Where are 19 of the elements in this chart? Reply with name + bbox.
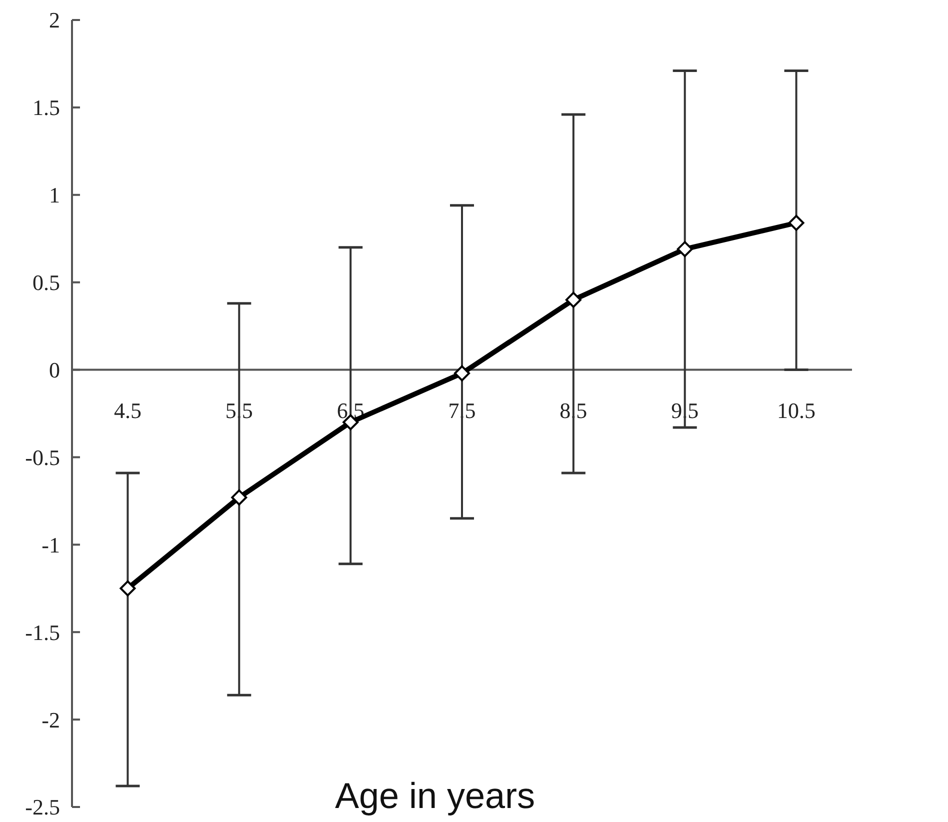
point bbox=[788, 214, 804, 231]
point bbox=[454, 365, 470, 382]
point bbox=[565, 292, 582, 308]
x-tick-label: 10.5 bbox=[777, 398, 816, 423]
y-tick-label: -2.5 bbox=[25, 794, 60, 820]
point bbox=[231, 489, 248, 506]
y-tick-label: -0.5 bbox=[25, 444, 60, 470]
y-tick-label: 0.5 bbox=[32, 270, 60, 296]
y-tick-label: -2 bbox=[42, 707, 60, 732]
y-tick-label: 0 bbox=[49, 357, 60, 382]
x-axis-title: Age in years bbox=[334, 775, 536, 816]
point bbox=[120, 580, 136, 596]
y-tick-label: 1 bbox=[49, 182, 60, 208]
y-tick-label: -1 bbox=[42, 532, 60, 558]
x-tick-label: 4.5 bbox=[114, 398, 142, 423]
y-tick-label: 2 bbox=[49, 8, 60, 33]
y-tick-label: 1.5 bbox=[32, 95, 60, 120]
point bbox=[676, 241, 693, 258]
y-tick-label: -1.5 bbox=[25, 620, 60, 645]
